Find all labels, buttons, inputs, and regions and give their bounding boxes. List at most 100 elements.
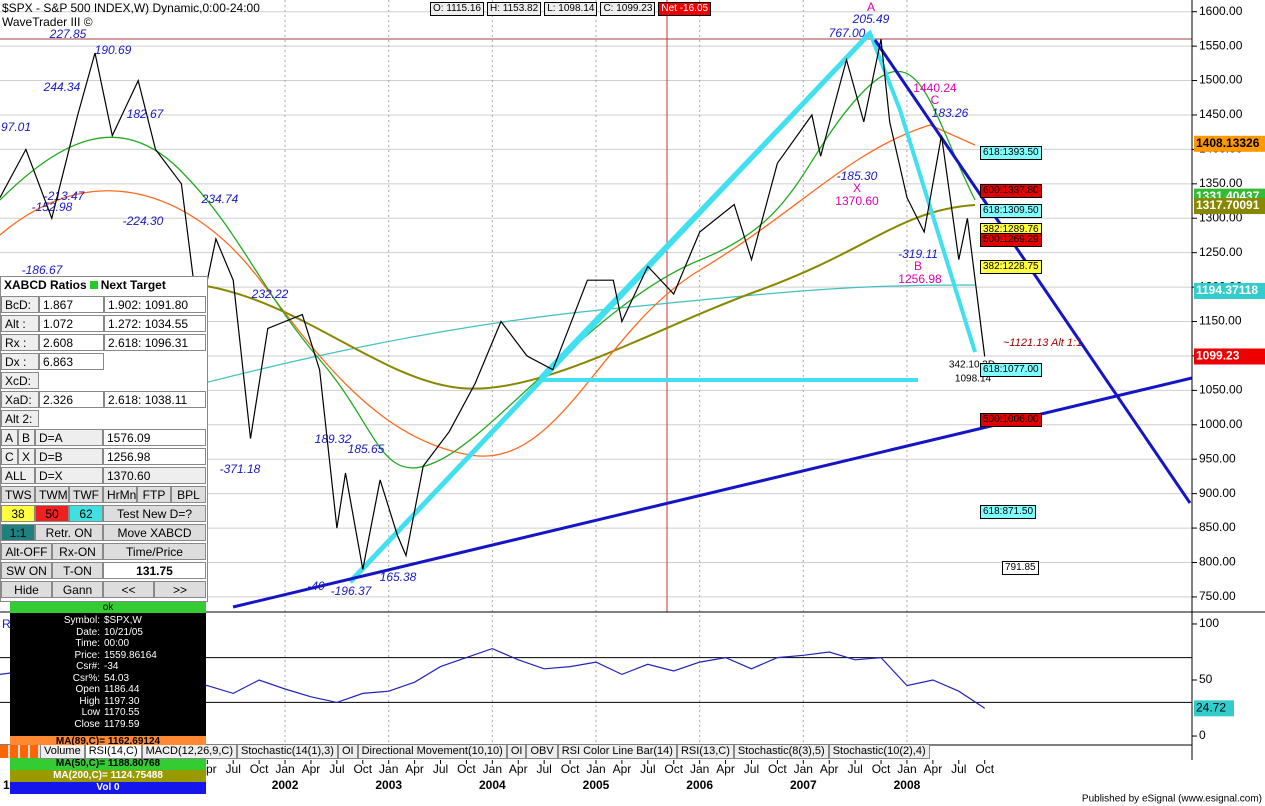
field-label: Csr%: — [72, 672, 100, 684]
x-tick-label: Jan — [379, 762, 398, 776]
fib-box: 618:871.50 — [980, 505, 1037, 519]
panel-cell: 2.618: 1096.31 — [104, 334, 206, 351]
quote-bar: O: 1115.16 H: 1153.82 L: 1098.14 C: 1099… — [430, 2, 712, 16]
x-tick-label: Oct — [975, 762, 994, 776]
panel-button[interactable]: >> — [154, 581, 206, 598]
x-tick-label: Apr — [405, 762, 424, 776]
study-tab[interactable]: OI — [506, 745, 527, 759]
annotation: -213.47 — [44, 189, 86, 203]
price-flag-label: 1408.13326 — [1196, 136, 1260, 150]
study-tab[interactable]: RSI(14,C) — [84, 745, 142, 759]
panel-button[interactable]: Time/Price — [103, 543, 206, 560]
panel-button[interactable]: Test New D=? — [103, 505, 206, 522]
annotation: 234.74 — [201, 192, 239, 206]
annotation: 342.10.3D — [949, 360, 995, 371]
panel-button[interactable]: SW ON — [1, 562, 52, 579]
annotation: 189.32 — [315, 432, 352, 446]
study-tab[interactable]: OBV — [526, 745, 558, 759]
panel-button[interactable]: TWM — [35, 486, 69, 503]
quote-low: L: 1098.14 — [544, 2, 598, 16]
study-tab[interactable]: OI — [337, 745, 358, 759]
y-tick-label: 800.00 — [1199, 555, 1236, 569]
field-value: 1170.55 — [104, 707, 140, 718]
panel-button[interactable]: 62 — [69, 505, 103, 522]
quote-high: H: 1153.82 — [487, 2, 542, 16]
field-label: High — [79, 695, 100, 707]
panel-button[interactable]: TWS — [1, 486, 35, 503]
x-tick-label: Jul — [640, 762, 655, 776]
field-value: 10/21/05 — [104, 626, 143, 638]
annotation: 165.38 — [380, 570, 417, 584]
field-value: $SPX,W — [104, 615, 142, 626]
price-flag-label: 1317.70091 — [1196, 198, 1260, 212]
fib-box: 618:1309.50 — [980, 204, 1042, 218]
panel-cell: A — [1, 429, 18, 446]
legend-entry: MA(200,C)= 1124.75488 — [10, 770, 206, 782]
panel-button[interactable]: HrMn — [103, 486, 137, 503]
panel-cell: 6.863 — [39, 353, 104, 370]
panel-cell: 2.608 — [39, 334, 104, 351]
annotation: 97.01 — [1, 120, 31, 134]
study-tab[interactable]: RSI Color Line Bar(14) — [557, 745, 677, 759]
y-tick-label: 1250.00 — [1199, 245, 1243, 259]
panel-button[interactable]: BPL — [171, 486, 206, 503]
panel-cell: B — [18, 429, 35, 446]
annotation: 1440.24 — [913, 81, 957, 95]
study-tab[interactable]: Directional Movement(10,10) — [357, 745, 507, 759]
panel-cell: D=B — [35, 448, 103, 465]
panel-button[interactable]: Retr. ON — [35, 524, 103, 541]
panel-button[interactable]: TWF — [69, 486, 103, 503]
study-tab[interactable]: MACD(12,26,9,C) — [141, 745, 238, 759]
field-value: 54.03 — [104, 672, 130, 684]
panel-button[interactable]: 38 — [1, 505, 35, 522]
x-tick-label: Jul — [537, 762, 552, 776]
study-tab[interactable]: Stochastic(10(2),4) — [828, 745, 930, 759]
x-axis-year-label: 2008 — [894, 778, 921, 792]
series-line — [0, 39, 986, 570]
annotation: -224.30 — [123, 214, 164, 228]
panel-button[interactable]: Hide — [1, 581, 52, 598]
panel-header: XABCD Ratios Next Target — [1, 277, 206, 294]
study-tab[interactable]: Stochastic(8(3),5) — [733, 745, 829, 759]
last-value-label: 24.72 — [1196, 701, 1226, 715]
panel-button[interactable]: Move XABCD — [103, 524, 206, 541]
panel-cell: 1576.09 — [103, 429, 206, 446]
panel-button[interactable]: << — [103, 581, 154, 598]
y-tick-label: 950.00 — [1199, 451, 1236, 465]
panel-button[interactable]: Gann — [52, 581, 103, 598]
panel-button[interactable]: 50 — [35, 505, 69, 522]
field-label: Open — [75, 684, 100, 695]
field-value: 1179.59 — [104, 718, 140, 730]
panel-button[interactable]: Rx-ON — [52, 543, 103, 560]
annotation: 1370.60 — [835, 194, 879, 208]
panel-button[interactable]: 1:1 — [1, 524, 35, 541]
panel-cell: 1.902: 1091.80 — [104, 296, 206, 313]
panel-cell: Rx : — [1, 334, 39, 351]
annotation: -371.18 — [220, 462, 261, 476]
xabcd-leg — [538, 29, 977, 380]
annotation: 182.67 — [127, 107, 165, 121]
panel-title: XABCD Ratios — [4, 278, 87, 292]
tab-scroll[interactable] — [0, 745, 40, 758]
panel-cell: BcD: — [1, 296, 39, 313]
annotation: 244.34 — [43, 80, 81, 94]
marker — [89, 281, 98, 289]
study-tab[interactable]: RSI(13,C) — [676, 745, 734, 759]
annotation: 190.69 — [95, 43, 132, 57]
panel-button[interactable]: T-ON — [52, 562, 103, 579]
panel-button[interactable]: 131.75 — [103, 562, 206, 579]
y-tick-label: 1350.00 — [1199, 176, 1243, 190]
y-tick-label: 1050.00 — [1199, 383, 1243, 397]
annotation: -319.11 — [898, 247, 938, 261]
fib-box: 791.85 — [1002, 561, 1039, 575]
annotation: 1256.98 — [898, 272, 942, 286]
panel-button[interactable]: FTP — [137, 486, 171, 503]
panel-button[interactable]: Alt-OFF — [1, 543, 52, 560]
x-axis-year-label: 2007 — [790, 778, 817, 792]
study-tab[interactable]: Stochastic(14(1),3) — [237, 745, 338, 759]
header-title: $SPX - S&P 500 INDEX,W) Dynamic,0:00-24:… — [2, 1, 260, 15]
annotation: -186.67 — [22, 263, 64, 277]
annotation: C — [931, 93, 940, 107]
study-tab[interactable]: Volume — [40, 745, 85, 759]
panel-cell: XcD: — [1, 372, 39, 389]
